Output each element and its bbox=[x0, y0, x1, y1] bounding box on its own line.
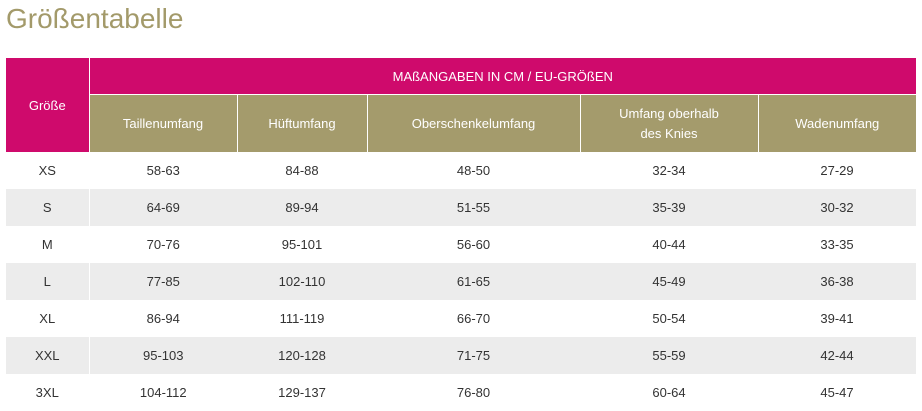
cell-above-knee: 35-39 bbox=[580, 189, 758, 226]
cell-hip: 84-88 bbox=[237, 152, 367, 189]
size-chart-table: Größe MAßANGABEN IN CM / EU-GRÖßEN Taill… bbox=[6, 58, 917, 411]
cell-calf: 42-44 bbox=[758, 337, 917, 374]
cell-thigh: 48-50 bbox=[367, 152, 580, 189]
table-body: XS 58-63 84-88 48-50 32-34 27-29 S 64-69 89-94 51… bbox=[6, 152, 917, 411]
size-cell: XXL bbox=[6, 337, 90, 374]
cell-above-knee: 50-54 bbox=[580, 300, 758, 337]
cell-thigh: 76-80 bbox=[367, 374, 580, 411]
table-row: 3XL 104-112 129-137 76-80 60-64 45-47 bbox=[6, 374, 917, 411]
column-header-waist: Taillenumfang bbox=[89, 94, 238, 152]
cell-calf: 27-29 bbox=[758, 152, 917, 189]
cell-waist: 64-69 bbox=[89, 189, 237, 226]
cell-calf: 30-32 bbox=[758, 189, 917, 226]
cell-hip: 120-128 bbox=[237, 337, 367, 374]
cell-above-knee: 32-34 bbox=[580, 152, 758, 189]
size-cell: 3XL bbox=[6, 374, 90, 411]
cell-hip: 129-137 bbox=[237, 374, 367, 411]
table-row: XS 58-63 84-88 48-50 32-34 27-29 bbox=[6, 152, 917, 189]
cell-calf: 36-38 bbox=[758, 263, 917, 300]
cell-waist: 86-94 bbox=[89, 300, 237, 337]
measurements-group-header: MAßANGABEN IN CM / EU-GRÖßEN bbox=[89, 58, 917, 95]
table-row: S 64-69 89-94 51-55 35-39 30-32 bbox=[6, 189, 917, 226]
cell-calf: 45-47 bbox=[758, 374, 917, 411]
cell-thigh: 51-55 bbox=[367, 189, 580, 226]
cell-waist: 58-63 bbox=[89, 152, 237, 189]
size-cell: L bbox=[6, 263, 90, 300]
header-row-columns: Taillenumfang Hüftumfang Oberschenkelumf… bbox=[6, 94, 917, 152]
size-cell: S bbox=[6, 189, 90, 226]
column-header-hip: Hüftumfang bbox=[237, 94, 368, 152]
cell-hip: 89-94 bbox=[237, 189, 367, 226]
cell-waist: 70-76 bbox=[89, 226, 237, 263]
size-column-header: Größe bbox=[6, 58, 90, 152]
table-row: M 70-76 95-101 56-60 40-44 33-35 bbox=[6, 226, 917, 263]
column-header-above-knee: Umfang oberhalb des Knies bbox=[580, 94, 759, 152]
size-cell: M bbox=[6, 226, 90, 263]
header-row-group: Größe MAßANGABEN IN CM / EU-GRÖßEN bbox=[6, 58, 917, 152]
cell-waist: 104-112 bbox=[89, 374, 237, 411]
cell-above-knee: 40-44 bbox=[580, 226, 758, 263]
cell-calf: 33-35 bbox=[758, 226, 917, 263]
cell-calf: 39-41 bbox=[758, 300, 917, 337]
table-row: XL 86-94 111-119 66-70 50-54 39-41 bbox=[6, 300, 917, 337]
cell-above-knee: 45-49 bbox=[580, 263, 758, 300]
table-row: XXL 95-103 120-128 71-75 55-59 42-44 bbox=[6, 337, 917, 374]
cell-hip: 95-101 bbox=[237, 226, 367, 263]
cell-waist: 95-103 bbox=[89, 337, 237, 374]
cell-thigh: 56-60 bbox=[367, 226, 580, 263]
column-header-calf: Wadenumfang bbox=[758, 94, 917, 152]
cell-above-knee: 55-59 bbox=[580, 337, 758, 374]
cell-thigh: 66-70 bbox=[367, 300, 580, 337]
column-header-thigh: Oberschenkelumfang bbox=[367, 94, 581, 152]
cell-hip: 102-110 bbox=[237, 263, 367, 300]
cell-thigh: 71-75 bbox=[367, 337, 580, 374]
cell-hip: 111-119 bbox=[237, 300, 367, 337]
cell-thigh: 61-65 bbox=[367, 263, 580, 300]
page-title: Größentabelle bbox=[6, 3, 184, 34]
cell-above-knee: 60-64 bbox=[580, 374, 758, 411]
size-cell: XL bbox=[6, 300, 90, 337]
size-cell: XS bbox=[6, 152, 90, 189]
cell-waist: 77-85 bbox=[89, 263, 237, 300]
table-row: L 77-85 102-110 61-65 45-49 36-38 bbox=[6, 263, 917, 300]
